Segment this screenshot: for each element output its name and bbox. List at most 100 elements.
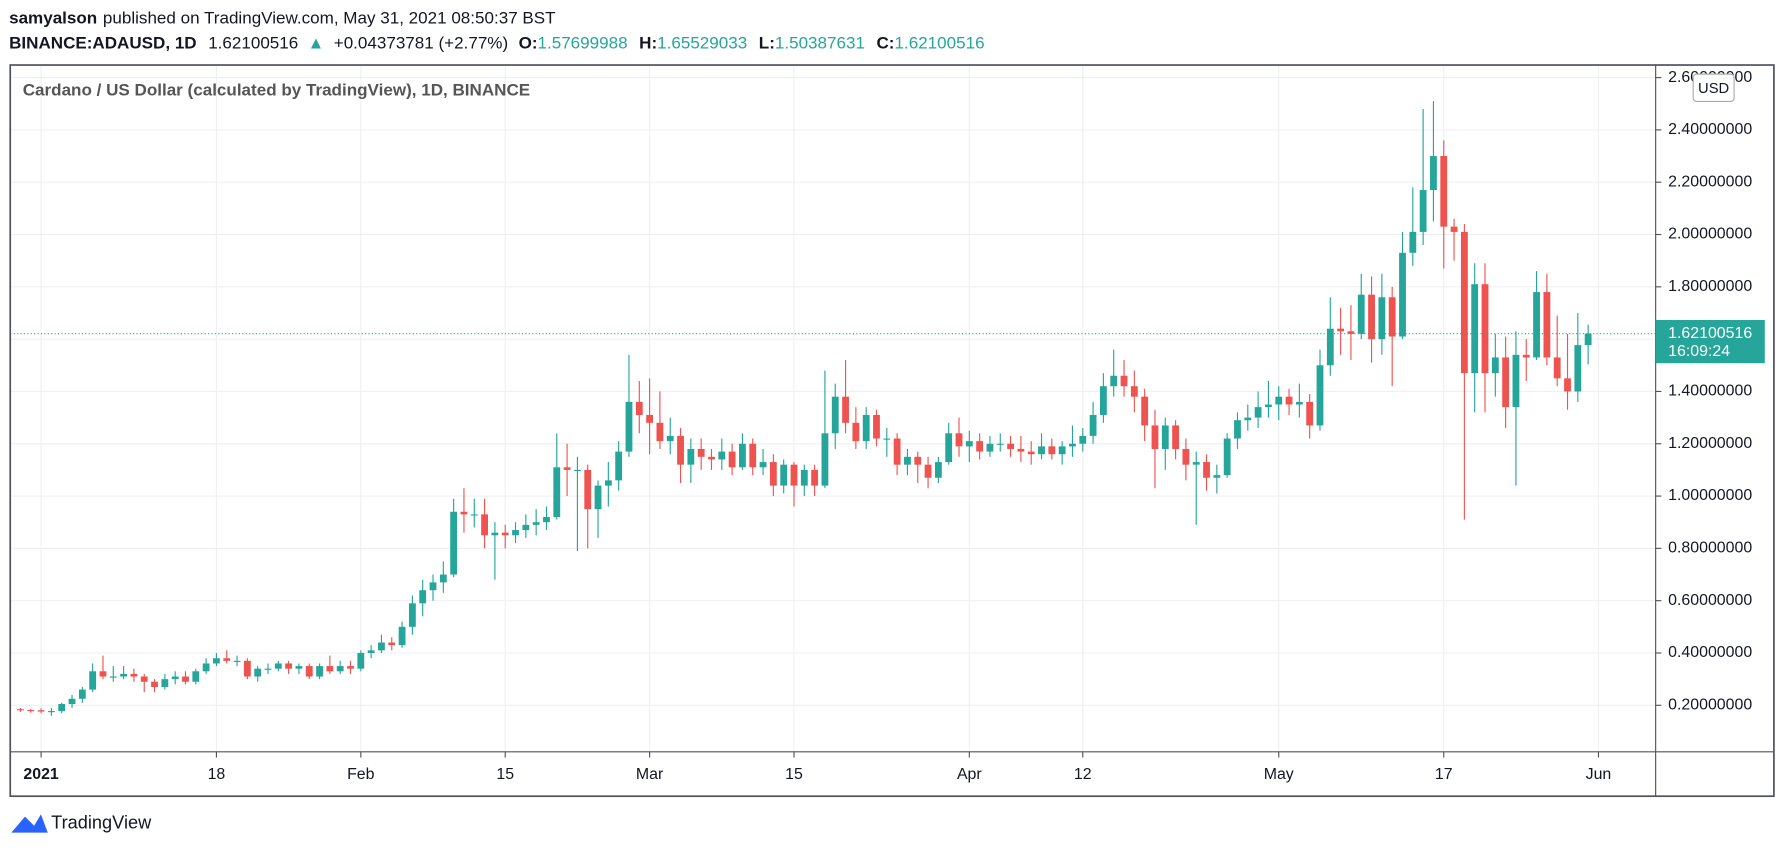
candle-body: [1120, 375, 1128, 387]
candle-body: [408, 603, 416, 627]
candle-body: [1130, 386, 1138, 397]
candle-body: [1471, 284, 1479, 374]
candle-body: [522, 524, 530, 531]
low-value: 1.50387631: [775, 33, 865, 52]
x-tick-label: 12: [1074, 766, 1092, 783]
candle-body: [1265, 404, 1272, 408]
candle-body: [78, 689, 86, 699]
candle-body: [1027, 451, 1035, 455]
candle-body: [1419, 190, 1427, 232]
candle-body: [739, 443, 746, 468]
candle-body: [1285, 396, 1293, 405]
candle-body: [388, 642, 396, 646]
candle-body: [1069, 443, 1076, 447]
candle-body: [873, 414, 880, 439]
chart-frame: [9, 64, 1775, 798]
candle-body: [37, 710, 45, 712]
candle-body: [687, 448, 695, 465]
candle-body: [604, 480, 612, 486]
candle-body: [1099, 386, 1107, 415]
x-tick-label: Jun: [1586, 766, 1612, 783]
candle-body: [1234, 420, 1241, 439]
plot-area: [10, 65, 1656, 752]
candle-body: [17, 709, 24, 711]
candle-body: [543, 516, 550, 523]
y-tick-label: 1.20000000: [1668, 435, 1752, 452]
candle-body: [749, 443, 757, 468]
candle-body: [656, 422, 664, 442]
chart-title: Cardano / US Dollar (calculated by Tradi…: [23, 81, 530, 100]
candle-body: [718, 451, 726, 460]
x-tick-label: Apr: [957, 766, 982, 783]
author: samyalson: [9, 8, 97, 27]
symbol-line: BINANCE:ADAUSD, 1D 1.62100516 ▲ +0.04373…: [9, 33, 984, 52]
candle-body: [790, 464, 798, 486]
candle-body: [780, 464, 788, 486]
close-label: C:: [877, 33, 895, 52]
candle-body: [986, 443, 994, 452]
y-tick-label: 0.40000000: [1668, 644, 1752, 661]
candle-body: [1326, 328, 1334, 366]
currency-button[interactable]: [1692, 73, 1735, 102]
candle-body: [862, 414, 870, 442]
candle-body: [1543, 292, 1551, 358]
last-price-box: [1655, 319, 1765, 364]
candle-body: [1161, 425, 1169, 449]
candle-body: [1306, 401, 1314, 426]
candle-body: [1347, 331, 1355, 334]
candle-body: [1512, 354, 1520, 408]
y-tick-label: 1.80000000: [1668, 278, 1752, 295]
candle-body: [1223, 438, 1231, 476]
candle-body: [1533, 292, 1540, 358]
y-tick-label: 2.40000000: [1668, 121, 1752, 138]
x-tick-label: 15: [785, 766, 803, 783]
candle-body: [192, 671, 200, 682]
candle-body: [1399, 252, 1406, 337]
open-label: O:: [519, 33, 538, 52]
countdown: 16:09:24: [1668, 343, 1730, 360]
up-arrow: ▲: [308, 33, 325, 52]
candle-body: [1295, 401, 1303, 405]
candle-body: [89, 671, 97, 690]
candle-body: [243, 660, 251, 677]
candle-body: [501, 532, 509, 536]
candle-body: [1378, 297, 1386, 340]
candle-body: [419, 590, 427, 604]
candle-body: [1368, 294, 1375, 340]
candle-body: [58, 703, 66, 712]
candle-body: [1564, 378, 1571, 392]
candle-body: [429, 582, 437, 591]
candle-body: [274, 663, 282, 669]
last-price-label: 1.62100516: [1668, 325, 1752, 342]
candle-body: [470, 514, 478, 516]
candle-body: [532, 522, 540, 525]
candle-body: [336, 666, 344, 672]
published-info: published on TradingView.com, May 31, 20…: [103, 8, 556, 27]
x-tick-label: 17: [1435, 766, 1453, 783]
candle-body: [1440, 156, 1448, 227]
candle-body: [697, 448, 705, 457]
candle-body: [1007, 443, 1014, 449]
candle-body: [295, 666, 303, 669]
candle-body: [223, 658, 231, 661]
candle-body: [1203, 462, 1210, 478]
candle-body: [996, 443, 1004, 445]
candle-body: [883, 438, 891, 440]
symbol: BINANCE:ADAUSD, 1D: [9, 33, 197, 52]
candle-body: [924, 464, 932, 478]
axes: 0.20000000 0.40000000 0.60000000 0.80000000…: [23, 69, 1765, 783]
change: +0.04373781 (+2.77%): [334, 33, 508, 52]
candle-body: [728, 451, 736, 468]
candle-body: [1192, 462, 1200, 465]
candle-body: [666, 435, 674, 442]
footer-logo: TradingView: [11, 812, 152, 833]
candle-body: [47, 711, 55, 713]
candle-body: [1254, 407, 1262, 418]
candle-body: [161, 679, 169, 687]
close-value: 1.62100516: [895, 33, 985, 52]
candle-body: [976, 441, 984, 452]
candle-body: [367, 650, 375, 653]
candle-body: [965, 441, 973, 447]
candle-body: [233, 660, 241, 662]
